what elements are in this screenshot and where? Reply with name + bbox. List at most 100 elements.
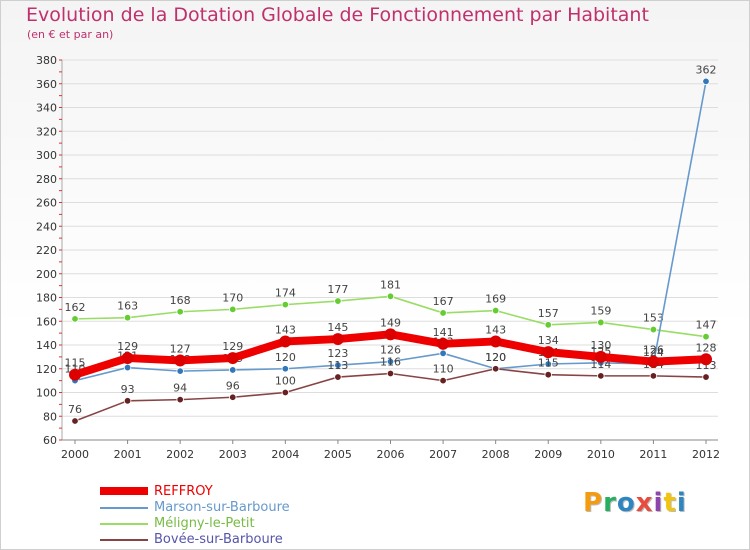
data-label-reffroy: 126 (643, 344, 664, 357)
logo-letter: o (616, 488, 636, 518)
data-label-m-ligny-le-petit: 168 (170, 294, 191, 307)
data-label-reffroy: 129 (222, 340, 243, 353)
logo-letter: x (635, 488, 654, 518)
data-label-reffroy: 128 (696, 341, 717, 354)
data-label-m-ligny-le-petit: 177 (327, 283, 348, 296)
legend-label-bovee: Bovée-sur-Barboure (154, 532, 283, 547)
proxiti-logo: Proxiti (583, 488, 687, 518)
data-point-bov-e-sur-barboure (702, 373, 710, 381)
data-point-m-ligny-le-petit (491, 306, 500, 315)
legend-swatch-bovee (100, 539, 148, 541)
data-label-bov-e-sur-barboure: 110 (433, 363, 454, 376)
data-label-bov-e-sur-barboure: 94 (173, 382, 187, 395)
data-point-marson-sur-barboure (334, 361, 342, 369)
x-tick-label: 2002 (166, 448, 194, 461)
data-point-bov-e-sur-barboure (597, 372, 605, 380)
data-point-m-ligny-le-petit (702, 332, 710, 341)
x-tick-label: 2005 (324, 448, 352, 461)
x-tick-label: 2010 (587, 448, 615, 461)
data-label-bov-e-sur-barboure: 93 (121, 383, 135, 396)
legend-item-meligny: Méligny-le-Petit (100, 516, 360, 532)
data-point-m-ligny-le-petit (386, 292, 395, 301)
legend-label-marson: Marson-sur-Barboure (154, 500, 290, 515)
data-label-m-ligny-le-petit: 181 (380, 278, 401, 291)
data-label-bov-e-sur-barboure: 113 (327, 359, 348, 372)
data-label-reffroy: 141 (433, 326, 454, 339)
data-point-reffroy (542, 346, 555, 359)
data-label-reffroy: 115 (65, 357, 86, 370)
data-label-m-ligny-le-petit: 169 (485, 293, 506, 306)
data-point-m-ligny-le-petit (439, 309, 447, 317)
legend-label-reffroy: REFFROY (154, 484, 213, 499)
data-point-m-ligny-le-petit (649, 325, 658, 334)
data-point-bov-e-sur-barboure (176, 395, 184, 404)
y-tick-label: 340 (36, 102, 57, 115)
data-label-marson-sur-barboure: 124 (643, 346, 664, 359)
data-point-marson-sur-barboure (544, 360, 552, 368)
x-tick-label: 2000 (61, 448, 89, 461)
x-tick-label: 2006 (377, 448, 405, 461)
y-tick-label: 240 (36, 220, 57, 233)
data-label-marson-sur-barboure: 362 (696, 63, 717, 76)
logo-letter: P (583, 488, 604, 518)
y-tick-label: 120 (36, 363, 57, 376)
data-label-m-ligny-le-petit: 147 (696, 319, 717, 332)
data-label-reffroy: 143 (485, 323, 506, 336)
data-point-reffroy (121, 352, 134, 365)
data-point-m-ligny-le-petit (123, 313, 132, 322)
y-tick-label: 200 (36, 268, 57, 281)
y-tick-label: 140 (36, 339, 57, 352)
data-point-bov-e-sur-barboure (439, 376, 447, 385)
data-point-marson-sur-barboure (281, 365, 290, 373)
data-label-bov-e-sur-barboure: 120 (485, 351, 506, 364)
x-tick-label: 2009 (534, 448, 562, 461)
y-tick-label: 100 (36, 387, 57, 400)
data-label-bov-e-sur-barboure: 96 (226, 379, 240, 392)
data-point-reffroy (647, 355, 660, 368)
legend-item-reffroy: REFFROY (100, 484, 360, 500)
logo-letter: i (653, 488, 664, 518)
y-tick-label: 360 (36, 78, 57, 91)
data-point-marson-sur-barboure (229, 366, 237, 374)
data-point-bov-e-sur-barboure (544, 370, 552, 379)
data-point-reffroy (384, 328, 397, 341)
data-point-m-ligny-le-petit (597, 318, 605, 327)
data-point-m-ligny-le-petit (229, 305, 237, 314)
data-label-reffroy: 127 (170, 342, 191, 355)
data-point-bov-e-sur-barboure (386, 369, 395, 378)
data-label-bov-e-sur-barboure: 115 (538, 357, 559, 370)
logo-letter: i (676, 488, 687, 518)
logo-letter: t (663, 488, 677, 518)
y-tick-label: 300 (36, 149, 57, 162)
x-tick-label: 2003 (219, 448, 247, 461)
chart-title: Evolution de la Dotation Globale de Fonc… (26, 4, 649, 26)
data-label-m-ligny-le-petit: 167 (433, 295, 454, 308)
data-point-m-ligny-le-petit (334, 297, 342, 305)
data-label-reffroy: 143 (275, 323, 296, 336)
data-point-marson-sur-barboure (123, 363, 132, 372)
y-tick-label: 320 (36, 125, 57, 138)
y-tick-label: 180 (36, 292, 57, 305)
legend-label-meligny: Méligny-le-Petit (154, 516, 255, 531)
data-point-bov-e-sur-barboure (71, 417, 79, 425)
data-point-m-ligny-le-petit (281, 300, 290, 309)
data-label-marson-sur-barboure: 123 (327, 347, 348, 360)
data-point-m-ligny-le-petit (176, 308, 184, 316)
data-point-reffroy (69, 368, 81, 381)
data-label-reffroy: 149 (380, 316, 401, 329)
y-tick-label: 160 (36, 315, 57, 328)
data-point-bov-e-sur-barboure (281, 388, 290, 397)
data-point-bov-e-sur-barboure (229, 393, 237, 401)
data-label-marson-sur-barboure: 120 (275, 351, 296, 364)
y-tick-label: 220 (36, 244, 57, 257)
data-label-reffroy: 129 (117, 340, 138, 353)
data-point-reffroy (226, 352, 239, 365)
legend-swatch-meligny (100, 523, 148, 525)
data-label-reffroy: 134 (538, 334, 559, 347)
legend-item-marson: Marson-sur-Barboure (100, 500, 360, 516)
data-point-marson-sur-barboure (439, 349, 447, 358)
y-tick-label: 260 (36, 197, 57, 210)
data-point-bov-e-sur-barboure (649, 372, 658, 380)
